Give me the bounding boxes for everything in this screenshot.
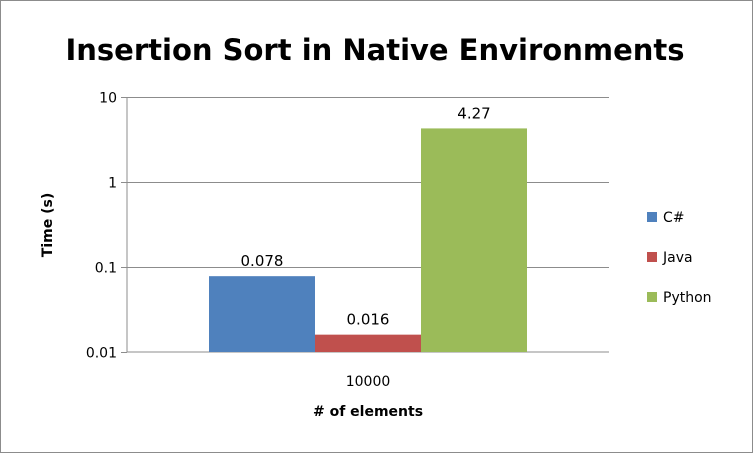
y-tick-label: 0.01 [86, 346, 117, 362]
legend-swatch [647, 252, 657, 262]
legend-label: Python [663, 290, 712, 306]
legend-label: Java [662, 250, 693, 266]
x-axis-title: # of elements [313, 404, 423, 420]
bar-java [315, 334, 421, 352]
bar-python [421, 128, 527, 352]
data-label: 0.078 [241, 252, 284, 270]
grid-lines [127, 97, 609, 268]
bars [209, 128, 527, 352]
chart-title: Insertion Sort in Native Environments [65, 33, 684, 67]
data-labels: 0.078 0.016 4.27 [241, 104, 491, 328]
y-tick-label: 10 [99, 91, 117, 107]
legend: C# Java Python [647, 210, 712, 306]
bar-c- [209, 276, 315, 352]
legend-swatch [647, 212, 657, 222]
y-tick-label: 1 [108, 176, 117, 192]
y-tick-label: 0.1 [95, 261, 117, 277]
data-label: 4.27 [457, 104, 490, 122]
legend-label: C# [663, 210, 685, 226]
y-axis-title: Time (s) [40, 193, 56, 257]
x-tick-label: 10000 [346, 374, 391, 390]
x-axis-ticks: 10000 [346, 374, 391, 390]
data-label: 0.016 [347, 311, 390, 329]
y-axis-ticks: 0.01 0.1 1 10 [86, 91, 127, 362]
legend-swatch [647, 292, 657, 302]
